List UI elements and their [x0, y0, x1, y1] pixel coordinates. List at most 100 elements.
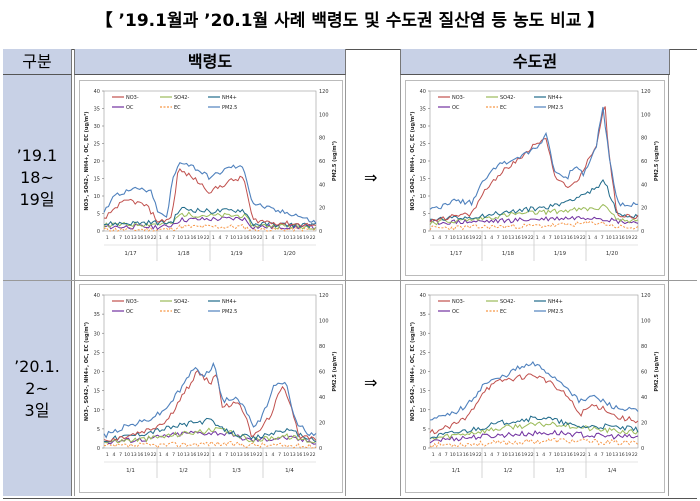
y2-tick-label: 100	[319, 319, 329, 325]
x-tick-label: 4	[165, 235, 168, 241]
series-line	[429, 203, 639, 226]
x-tick-label: 22	[151, 235, 157, 241]
x-tick-label: 10	[502, 452, 508, 458]
x-tick-label: 1	[265, 235, 268, 241]
x-tick-label: 16	[567, 452, 573, 458]
legend-label: OC	[126, 309, 134, 315]
x-tick-label: 10	[283, 452, 289, 458]
y-tick-label: 10	[94, 194, 100, 200]
y-tick-label: 25	[94, 350, 100, 356]
y2-tick-label: 120	[319, 293, 329, 299]
series-line	[103, 440, 317, 449]
x-tick-label: 7	[225, 452, 228, 458]
y2-tick-label: 60	[319, 370, 325, 376]
series-line	[429, 421, 639, 440]
x-tick-label: 10	[230, 235, 236, 241]
y2-tick-label: 80	[641, 344, 647, 350]
x-tick-label: 16	[463, 452, 469, 458]
x-tick-label: 16	[191, 452, 197, 458]
x-tick-label: 4	[271, 452, 274, 458]
date-label: 1/1	[126, 468, 135, 474]
legend-label: PM2.5	[548, 105, 563, 111]
legend-label: SO42-	[500, 95, 515, 101]
x-tick-label: 22	[580, 452, 586, 458]
x-tick-label: 10	[606, 235, 612, 241]
y-tick-label: 5	[423, 212, 426, 218]
x-tick-label: 1	[484, 452, 487, 458]
arrow-icon: ⇒	[364, 168, 378, 187]
y-tick-label: 25	[94, 142, 100, 148]
x-tick-label: 13	[456, 452, 462, 458]
x-tick-label: 13	[612, 235, 618, 241]
col-divider	[668, 75, 669, 496]
y2-axis-label: PM2.5 (ug/m³)	[654, 351, 660, 391]
legend-label: EC	[174, 105, 181, 111]
y-tick-label: 10	[94, 408, 100, 414]
y-tick-label: 0	[97, 229, 100, 235]
row-label-2020: ’20.1. 2~ 3일	[3, 281, 72, 496]
x-tick-label: 10	[124, 452, 130, 458]
x-tick-label: 19	[144, 452, 150, 458]
y-tick-label: 35	[94, 107, 100, 113]
x-tick-label: 16	[463, 235, 469, 241]
x-tick-label: 1	[106, 452, 109, 458]
date-label: 1/20	[606, 251, 619, 257]
x-tick-label: 4	[490, 235, 493, 241]
x-tick-label: 16	[297, 235, 303, 241]
y-axis-label: NO3-, SO42-, NH4+, OC, EC (ug/m³)	[84, 322, 90, 421]
series-line	[103, 162, 317, 224]
date-label: 1/17	[450, 251, 463, 257]
series-line	[429, 178, 639, 221]
y-tick-label: 35	[94, 312, 100, 318]
y2-tick-label: 0	[641, 446, 644, 452]
x-tick-label: 16	[297, 452, 303, 458]
plot-area	[103, 90, 317, 232]
y2-tick-label: 20	[319, 421, 325, 427]
page-title: 【 ’19.1월과 ’20.1월 사례 백령도 및 수도권 질산염 등 농도 비…	[95, 11, 605, 31]
x-tick-label: 7	[278, 452, 281, 458]
header-sudogwon: 수도권	[400, 49, 670, 75]
x-tick-label: 10	[554, 235, 560, 241]
series-line	[429, 415, 639, 440]
date-label: 1/19	[554, 251, 567, 257]
x-tick-label: 13	[237, 452, 243, 458]
x-tick-label: 19	[521, 235, 527, 241]
x-tick-label: 7	[549, 452, 552, 458]
x-tick-label: 10	[177, 452, 183, 458]
x-tick-label: 22	[580, 235, 586, 241]
header-gubun: 구분	[3, 49, 72, 75]
x-tick-label: 22	[257, 235, 263, 241]
x-tick-label: 19	[197, 235, 203, 241]
x-tick-label: 13	[560, 452, 566, 458]
x-tick-label: 19	[469, 235, 475, 241]
x-tick-label: 7	[549, 235, 552, 241]
x-tick-label: 1	[536, 452, 539, 458]
y2-tick-label: 40	[319, 395, 325, 401]
series-line	[429, 215, 639, 226]
y2-tick-label: 120	[641, 89, 651, 95]
y-tick-label: 5	[97, 427, 100, 433]
x-tick-label: 10	[124, 235, 130, 241]
y-tick-label: 15	[420, 177, 426, 183]
chart-sudogwon-2019: 40 35 30 25 20 15 10 5 0 120 100 80 60 40 20 0 NO3-, SO4…	[405, 80, 665, 276]
legend-label: PM2.5	[222, 309, 237, 315]
y2-axis-label: PM2.5 (ug/m³)	[332, 351, 338, 391]
x-tick-label: 1	[212, 452, 215, 458]
x-tick-label: 22	[632, 452, 638, 458]
x-tick-label: 4	[542, 235, 545, 241]
series-line	[103, 167, 317, 227]
y2-axis-label: PM2.5 (ug/m³)	[654, 141, 660, 181]
y2-tick-label: 100	[319, 112, 329, 118]
x-tick-label: 7	[601, 235, 604, 241]
y-tick-label: 20	[94, 159, 100, 165]
x-tick-label: 1	[484, 235, 487, 241]
x-tick-label: 16	[191, 235, 197, 241]
x-tick-label: 19	[250, 452, 256, 458]
plot-area	[429, 90, 639, 232]
row-label-line: 19일	[19, 189, 55, 209]
x-tick-label: 16	[515, 452, 521, 458]
x-tick-label: 7	[172, 452, 175, 458]
x-tick-label: 13	[131, 452, 137, 458]
legend-label: EC	[174, 309, 181, 315]
legend-label: NO3-	[452, 299, 465, 305]
